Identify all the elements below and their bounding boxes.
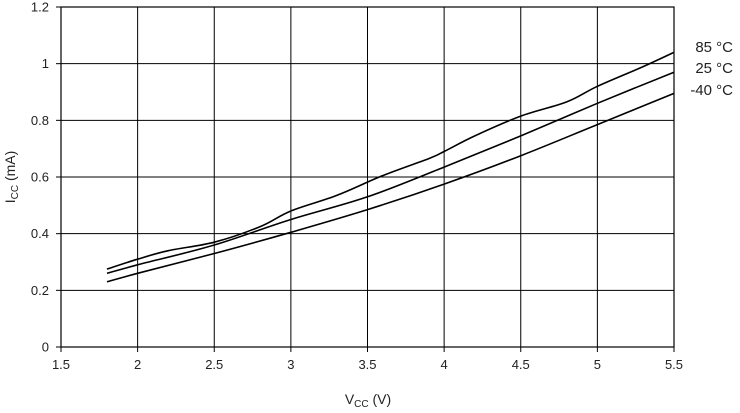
grid [61, 7, 674, 347]
y-tick-label: 0.4 [31, 226, 49, 241]
x-tick-label: 4.5 [512, 357, 530, 372]
series-line [106, 71, 675, 275]
series-label: -40 °C [690, 82, 733, 99]
x-tick-label: 3.5 [358, 357, 376, 372]
tick-labels: 1.5 2 2.5 3 3.5 4 4.5 5 5.5 0 0.2 0.4 0.6 0.8 1 1.2 [31, 0, 683, 372]
y-tick-label: 0.8 [31, 113, 49, 128]
series-group [106, 51, 675, 283]
y-tick-label: 0.2 [31, 283, 49, 298]
x-tick-label: 3 [287, 357, 294, 372]
x-tick-label: 4 [441, 357, 448, 372]
y-tick-label: 1.2 [31, 0, 49, 15]
y-tick-label: 0.6 [31, 170, 49, 185]
series-line [106, 92, 675, 283]
y-tick-label: 1 [42, 56, 49, 71]
y-axis-title: ICC (mA) [2, 151, 21, 204]
x-tick-label: 2.5 [205, 357, 223, 372]
series-line [106, 51, 675, 270]
x-axis-title: VCC (V) [345, 391, 391, 410]
x-tick-label: 1.5 [52, 357, 70, 372]
x-tick-label: 5 [594, 357, 601, 372]
x-tick-label: 2 [134, 357, 141, 372]
series-label: 25 °C [695, 60, 733, 77]
series-labels: 85 °C 25 °C -40 °C [690, 39, 733, 99]
y-tick-label: 0 [42, 340, 49, 355]
x-tick-label: 5.5 [665, 357, 683, 372]
series-label: 85 °C [695, 39, 733, 56]
